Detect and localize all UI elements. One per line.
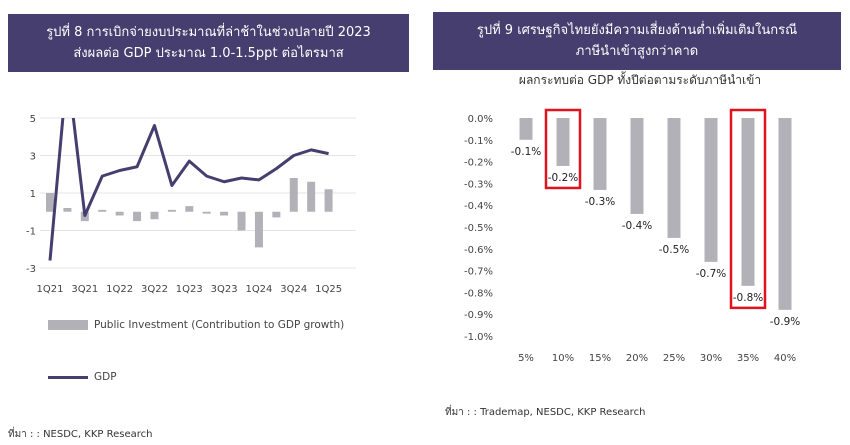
y-tick-label: -0.1% xyxy=(464,136,493,147)
bar-public-investment xyxy=(237,211,246,231)
legend-public-investment: Public Investment (Contribution to GDP g… xyxy=(48,316,368,334)
left-title-line2: ส่งผลต่อ GDP ประมาณ 1.0-1.5ppt ต่อไตรมาส xyxy=(73,46,344,61)
right-title-line2: ภาษีนำเข้าสูงกว่าคาด xyxy=(575,44,699,59)
bar-data-label: -0.1% xyxy=(511,146,541,158)
y-tick-label: 3 xyxy=(30,152,36,163)
y-tick-label: 1 xyxy=(30,189,36,200)
highlight-box xyxy=(729,108,767,310)
bar-data-label: -0.9% xyxy=(770,316,800,328)
y-tick-label: -0.7% xyxy=(464,267,493,278)
y-tick-label: 0.0% xyxy=(468,114,493,125)
right-source-note: ที่มา : : Trademap, NESDC, KKP Research xyxy=(445,407,646,418)
x-tick-label: 1Q24 xyxy=(245,284,272,295)
y-tick-label: -0.3% xyxy=(464,179,493,190)
legend-line-label: GDP xyxy=(94,371,117,383)
bar-impact xyxy=(556,118,570,166)
bar-public-investment xyxy=(133,211,142,222)
bar-data-label: -0.7% xyxy=(696,268,726,280)
x-tick-label: 1Q23 xyxy=(176,284,203,295)
bar-public-investment xyxy=(220,211,229,216)
bar-impact xyxy=(741,118,755,286)
x-tick-label: 35% xyxy=(737,353,759,364)
bar-public-investment xyxy=(272,211,281,218)
left-chart-title: รูปที่ 8 การเบิกจ่ายงบประมาณที่ล่าช้าในช… xyxy=(8,14,409,72)
highlight-box xyxy=(544,108,582,190)
bar-data-label: -0.4% xyxy=(622,220,652,232)
x-tick-label: 15% xyxy=(589,353,611,364)
bar-impact xyxy=(630,118,644,214)
x-tick-label: 40% xyxy=(774,353,796,364)
y-tick-label: -1.0% xyxy=(464,332,493,343)
x-tick-label: 30% xyxy=(700,353,722,364)
bar-public-investment xyxy=(202,211,211,214)
bar-public-investment xyxy=(254,211,263,248)
bar-public-investment xyxy=(167,209,176,212)
x-tick-label: 25% xyxy=(663,353,685,364)
bar-data-label: -0.8% xyxy=(733,292,763,304)
bar-impact xyxy=(667,118,681,238)
bar-data-label: -0.2% xyxy=(548,172,578,184)
y-tick-label: -0.6% xyxy=(464,245,493,256)
x-tick-label: 1Q22 xyxy=(106,284,133,295)
y-tick-label: -0.2% xyxy=(464,158,493,169)
x-tick-label: 3Q24 xyxy=(280,284,307,295)
x-tick-label: 1Q21 xyxy=(37,284,64,295)
y-tick-label: -0.8% xyxy=(464,288,493,299)
gdp-line xyxy=(48,118,329,261)
x-tick-label: 20% xyxy=(626,353,648,364)
legend-bar-label: Public Investment (Contribution to GDP g… xyxy=(94,319,345,331)
bar-public-investment xyxy=(98,209,107,212)
x-tick-label: 10% xyxy=(552,353,574,364)
y-tick-label: -3 xyxy=(26,264,36,275)
chart-subtitle: ผลกระทบต่อ GDP ทั้งปีต่อตามระดับภาษีนำเข… xyxy=(519,71,761,87)
right-title-line1: รูปที่ 9 เศรษฐกิจไทยยังมีความเสี่ยงด้านต… xyxy=(476,23,798,38)
y-tick-label: -1 xyxy=(26,227,36,238)
bar-impact xyxy=(704,118,718,262)
bar-public-investment xyxy=(63,208,72,212)
y-tick-label: -0.5% xyxy=(464,223,493,234)
bar-public-investment xyxy=(185,206,194,212)
bar-public-investment xyxy=(307,181,316,212)
bar-public-investment xyxy=(115,211,124,216)
left-source-note: ที่มา : : NESDC, KKP Research xyxy=(8,429,153,440)
x-tick-label: 3Q23 xyxy=(211,284,238,295)
bar-data-label: -0.3% xyxy=(585,196,615,208)
bar-impact xyxy=(519,118,533,140)
bar-data-label: -0.5% xyxy=(659,244,689,256)
bar-impact xyxy=(593,118,607,190)
bar-public-investment xyxy=(324,189,333,212)
legend-gdp: GDP xyxy=(48,368,117,386)
x-tick-label: 3Q22 xyxy=(141,284,168,295)
x-tick-label: 5% xyxy=(518,353,534,364)
y-tick-label: -0.9% xyxy=(464,310,493,321)
bar-public-investment xyxy=(150,211,159,220)
legend-line-swatch xyxy=(48,376,88,379)
x-tick-label: 1Q25 xyxy=(315,284,342,295)
left-title-line1: รูปที่ 8 การเบิกจ่ายงบประมาณที่ล่าช้าในช… xyxy=(46,25,371,40)
y-tick-label: -0.4% xyxy=(464,201,493,212)
right-chart-title: รูปที่ 9 เศรษฐกิจไทยยังมีความเสี่ยงด้านต… xyxy=(433,12,841,70)
x-tick-label: 3Q21 xyxy=(71,284,98,295)
bar-public-investment xyxy=(46,193,54,212)
right-chart: ผลกระทบต่อ GDP ทั้งปีต่อตามระดับภาษีนำเข… xyxy=(464,71,800,364)
legend-bar-swatch xyxy=(48,320,88,330)
bar-public-investment xyxy=(289,178,298,212)
bar-impact xyxy=(778,118,792,310)
y-tick-label: 5 xyxy=(30,114,36,125)
